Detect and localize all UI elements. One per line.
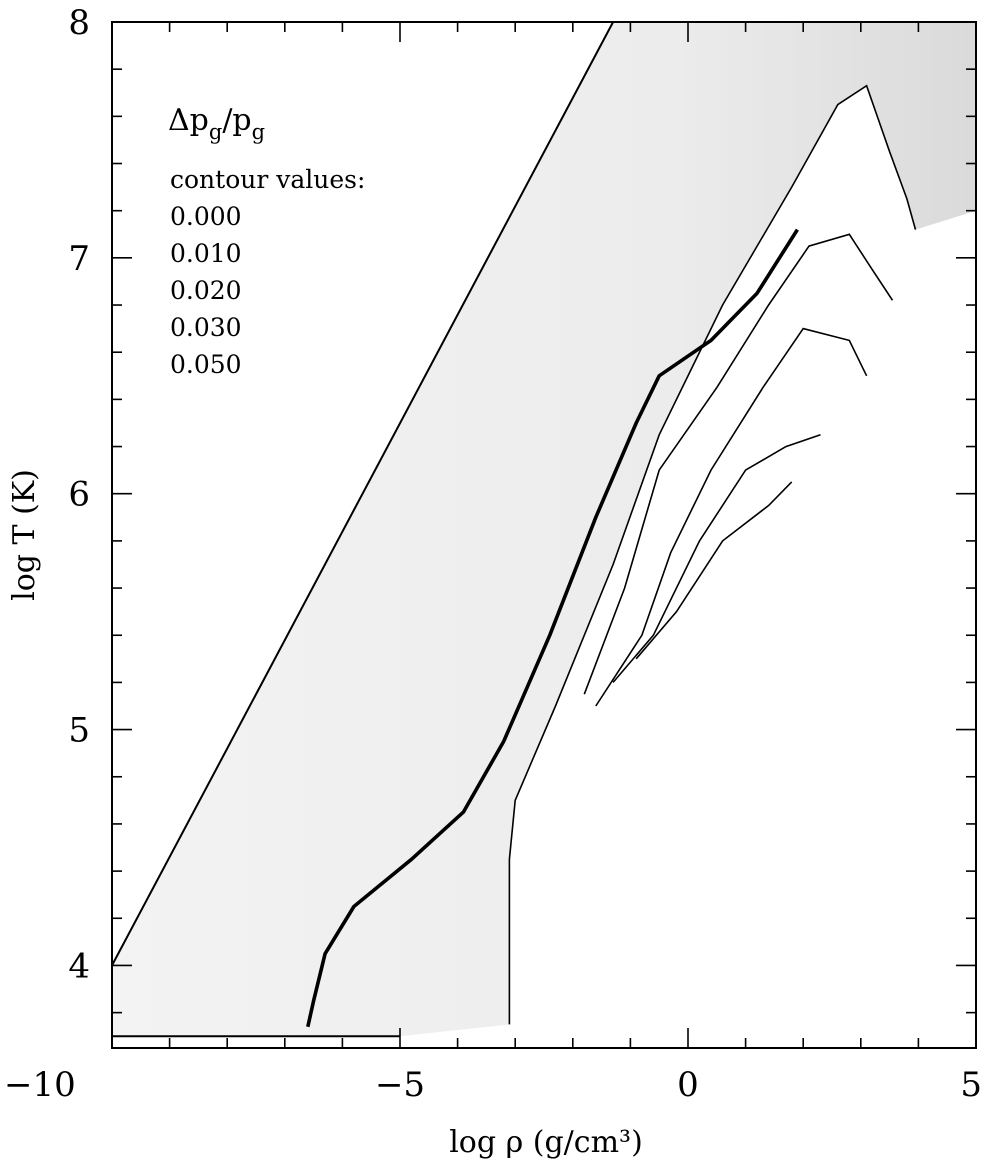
x-tick-label: −5 xyxy=(375,1065,425,1105)
y-tick-label: 7 xyxy=(68,239,90,279)
contour-lines xyxy=(508,84,917,1025)
legend-value: 0.050 xyxy=(170,350,242,379)
track-line xyxy=(306,228,799,1028)
x-axis-label: log ρ (g/cm³) xyxy=(449,1125,643,1160)
y-tick-label: 4 xyxy=(68,946,90,986)
legend-heading: contour values: xyxy=(170,165,365,194)
plot-frame xyxy=(111,21,977,1049)
legend-value: 0.010 xyxy=(170,239,242,268)
boundary-upper-line xyxy=(111,21,614,966)
legend-quantity: Δpg/pg xyxy=(168,103,265,144)
domain-boundary xyxy=(111,21,614,1038)
contour-line-0.010 xyxy=(583,233,894,695)
contour-line-0.000 xyxy=(508,84,917,1025)
x-tick-label: 5 xyxy=(960,1065,982,1105)
legend-value: 0.030 xyxy=(170,313,242,342)
axis-ticks xyxy=(111,21,977,1048)
tick-labels: −10 −5 0 5 4 5 6 7 8 xyxy=(4,3,982,1105)
y-tick-label: 6 xyxy=(68,475,90,515)
contour-line-0.050 xyxy=(635,481,793,660)
x-tick-label: 0 xyxy=(677,1065,699,1105)
shaded-domain xyxy=(112,22,976,1037)
x-tick-label: −10 xyxy=(4,1065,76,1105)
contour-line-0.030 xyxy=(612,434,821,683)
y-tick-label: 8 xyxy=(68,3,90,43)
legend-value: 0.020 xyxy=(170,276,242,305)
contour-line-0.020 xyxy=(595,327,868,707)
legend-values: 0.000 0.010 0.020 0.030 0.050 xyxy=(170,202,242,379)
y-tick-label: 5 xyxy=(68,711,90,751)
reference-track xyxy=(306,228,799,1028)
legend-value: 0.000 xyxy=(170,202,242,231)
shaded-region xyxy=(112,22,976,1037)
y-axis-label: log T (K) xyxy=(7,469,42,601)
legend: Δpg/pg contour values: 0.0000.0100.0200.… xyxy=(168,103,365,379)
